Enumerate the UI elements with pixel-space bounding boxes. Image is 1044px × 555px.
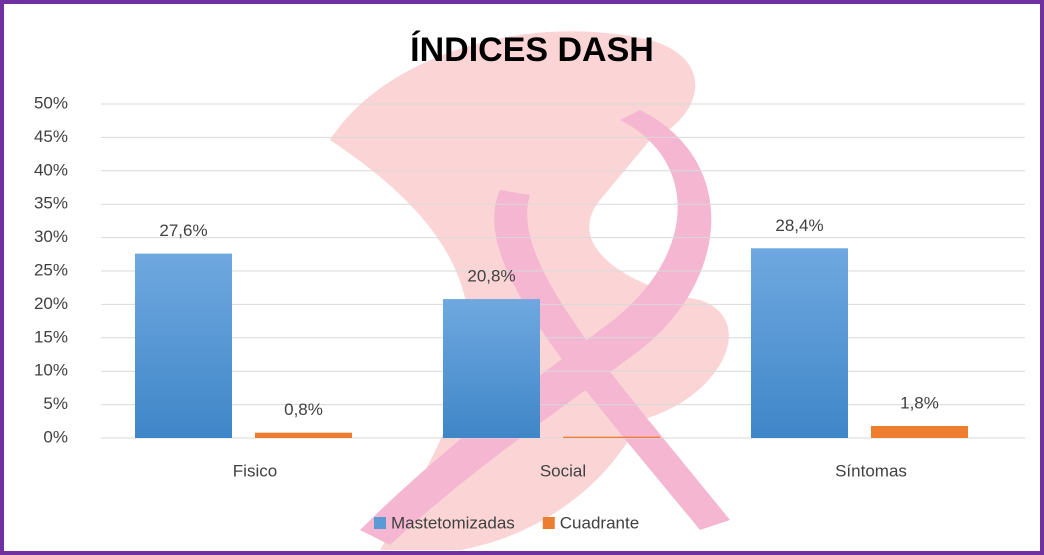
x-tick-label: Síntomas xyxy=(835,461,907,480)
y-tick-label: 45% xyxy=(34,127,68,146)
bar xyxy=(443,299,540,438)
chart: ÍNDICES DASH 0% 5% 10% 15% 20% 25% 30% 35% 40% 45… xyxy=(0,0,1044,555)
bar xyxy=(563,437,660,438)
legend-label: Cuadrante xyxy=(560,513,639,532)
chart-title: ÍNDICES DASH xyxy=(410,31,654,69)
data-label: 27,6% xyxy=(159,221,207,240)
y-tick-label: 30% xyxy=(34,227,68,246)
y-tick-label: 0% xyxy=(43,427,68,446)
y-tick-label: 40% xyxy=(34,160,68,179)
y-tick-label: 10% xyxy=(34,361,68,380)
legend-swatch xyxy=(374,517,386,529)
bar xyxy=(135,254,232,438)
legend-label: Mastetomizadas xyxy=(391,513,515,532)
y-tick-label: 5% xyxy=(43,394,68,413)
y-tick-label: 35% xyxy=(34,194,68,213)
x-tick-label: Social xyxy=(540,461,586,480)
y-tick-label: 15% xyxy=(34,327,68,346)
y-tick-label: 20% xyxy=(34,294,68,313)
bar xyxy=(871,426,968,438)
bar xyxy=(751,248,848,438)
data-label: 0,8% xyxy=(284,400,323,419)
data-label: 20,8% xyxy=(467,267,515,286)
data-label: 1,8% xyxy=(900,393,939,412)
bar xyxy=(255,433,352,438)
page: {"chart_data": {"type": "bar", "title": … xyxy=(0,0,1044,555)
y-tick-label: 25% xyxy=(34,260,68,279)
legend-swatch xyxy=(543,517,555,529)
y-tick-label: 50% xyxy=(34,93,68,112)
x-tick-label: Fisico xyxy=(233,461,277,480)
data-label: 28,4% xyxy=(775,216,823,235)
